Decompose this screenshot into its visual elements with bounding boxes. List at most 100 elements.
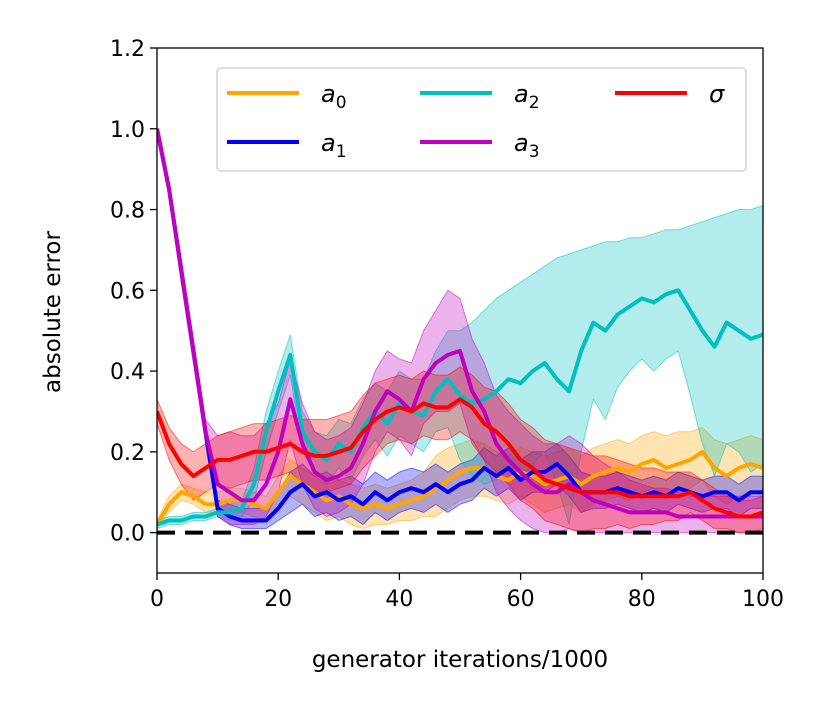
point-sigma (581, 492, 582, 493)
point-a3 (350, 468, 351, 469)
point-a2 (581, 350, 582, 351)
point-a0 (169, 504, 170, 505)
point-a3 (460, 350, 461, 351)
point-a2 (290, 354, 291, 355)
point-a1 (702, 496, 703, 497)
point-sigma (290, 443, 291, 444)
series-lines (157, 128, 763, 527)
point-a0 (726, 476, 727, 477)
point-a1 (484, 468, 485, 469)
point-a0 (411, 500, 412, 501)
point-sigma (338, 451, 339, 452)
point-sigma (181, 464, 182, 465)
point-a2 (641, 298, 642, 299)
point-a1 (266, 520, 267, 521)
point-a3 (435, 363, 436, 364)
point-sigma (605, 492, 606, 493)
point-sigma (193, 476, 194, 477)
point-a1 (520, 480, 521, 481)
point-a0 (581, 484, 582, 485)
legend: a0 a1 a2 a3 σ (216, 67, 747, 172)
point-a1 (290, 492, 291, 493)
legend-item-a3: a3 (420, 129, 540, 162)
point-a1 (302, 484, 303, 485)
point-sigma (278, 447, 279, 448)
point-sigma (678, 496, 679, 497)
point-a1 (326, 492, 327, 493)
point-sigma (254, 451, 255, 452)
point-a0 (557, 480, 558, 481)
point-a3 (690, 516, 691, 517)
point-a1 (411, 488, 412, 489)
point-a1 (714, 492, 715, 493)
line-sigma (157, 397, 763, 519)
point-a3 (254, 500, 255, 501)
point-a1 (423, 492, 424, 493)
point-a0 (508, 480, 509, 481)
point-sigma (326, 455, 327, 456)
point-a3 (472, 391, 473, 392)
point-a3 (520, 472, 521, 473)
y-tick-label: 0.4 (110, 360, 145, 385)
line-a0 (157, 449, 763, 526)
x-tick-label: 100 (742, 587, 784, 612)
point-a0 (641, 464, 642, 465)
point-a2 (326, 459, 327, 460)
point-a0 (702, 451, 703, 452)
x-axis-label: generator iterations/1000 (312, 647, 608, 673)
x-tick-label: 20 (264, 587, 292, 612)
y-axis-ticks: 0.0 0.2 0.4 0.6 0.8 1.0 1.2 (110, 37, 157, 547)
x-tick-label: 80 (628, 587, 656, 612)
point-a2 (629, 306, 630, 307)
legend-box (216, 67, 747, 172)
legend-label: a0 (321, 80, 347, 113)
point-a1 (678, 488, 679, 489)
point-sigma (350, 447, 351, 448)
legend-item-a1: a1 (227, 129, 347, 162)
legend-item-a2: a2 (420, 80, 540, 113)
point-a3 (375, 411, 376, 412)
point-a3 (387, 391, 388, 392)
point-a1 (508, 468, 509, 469)
point-a0 (653, 459, 654, 460)
point-a2 (266, 431, 267, 432)
point-a1 (278, 508, 279, 509)
point-a2 (447, 379, 448, 380)
point-a1 (617, 488, 618, 489)
point-a0 (714, 468, 715, 469)
point-a2 (278, 391, 279, 392)
point-a2 (302, 431, 303, 432)
point-a3 (302, 443, 303, 444)
point-a3 (326, 480, 327, 481)
point-a1 (629, 492, 630, 493)
point-a2 (702, 330, 703, 331)
point-a1 (460, 484, 461, 485)
point-a2 (472, 403, 473, 404)
point-a0 (472, 468, 473, 469)
point-a0 (460, 472, 461, 473)
point-a3 (241, 500, 242, 501)
point-a3 (666, 512, 667, 513)
point-a2 (435, 391, 436, 392)
point-a0 (593, 476, 594, 477)
point-sigma (653, 496, 654, 497)
point-sigma (690, 492, 691, 493)
point-a1 (387, 500, 388, 501)
point-sigma (629, 496, 630, 497)
point-sigma (750, 516, 751, 517)
point-a3 (399, 399, 400, 400)
point-sigma (520, 459, 521, 460)
point-a1 (726, 492, 727, 493)
point-a1 (241, 520, 242, 521)
point-a0 (750, 464, 751, 465)
point-a0 (338, 496, 339, 497)
legend-label: σ (709, 80, 725, 108)
point-sigma (435, 407, 436, 408)
point-sigma (569, 488, 570, 489)
point-sigma (241, 455, 242, 456)
point-a3 (205, 431, 206, 432)
point-a2 (593, 322, 594, 323)
point-a1 (447, 492, 448, 493)
point-sigma (557, 484, 558, 485)
point-a0 (532, 476, 533, 477)
